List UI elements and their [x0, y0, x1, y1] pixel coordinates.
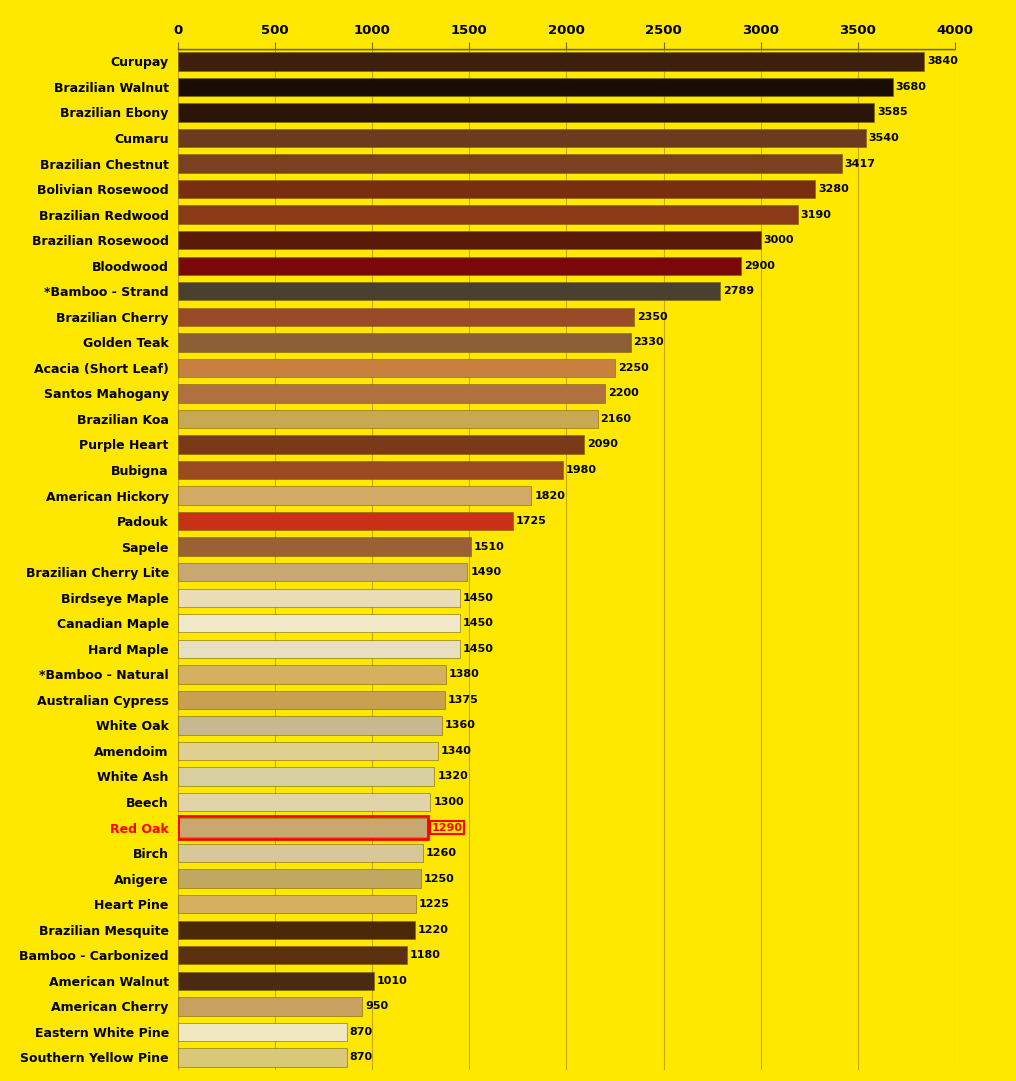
Bar — [178, 640, 459, 658]
Text: 3190: 3190 — [801, 210, 831, 219]
Text: 1320: 1320 — [437, 772, 468, 782]
Text: 1450: 1450 — [462, 592, 494, 603]
Bar — [178, 155, 842, 173]
Text: 3585: 3585 — [878, 107, 908, 118]
Text: 1510: 1510 — [474, 542, 505, 551]
Bar — [178, 256, 742, 275]
Text: 2090: 2090 — [587, 440, 618, 450]
Bar — [178, 308, 634, 326]
Text: 1450: 1450 — [462, 644, 494, 654]
Bar — [178, 665, 446, 683]
Bar — [178, 231, 761, 250]
Text: 1260: 1260 — [426, 849, 456, 858]
Text: 950: 950 — [366, 1001, 388, 1012]
Bar — [178, 410, 597, 428]
Bar — [178, 614, 459, 632]
Text: 1300: 1300 — [433, 797, 464, 808]
Text: 3540: 3540 — [869, 133, 899, 143]
Bar — [178, 282, 719, 301]
Text: 1220: 1220 — [418, 924, 449, 935]
Bar — [178, 205, 798, 224]
Text: 870: 870 — [350, 1053, 373, 1063]
Text: 870: 870 — [350, 1027, 373, 1037]
Text: 1725: 1725 — [516, 516, 547, 526]
Text: 2250: 2250 — [618, 363, 648, 373]
Bar — [178, 921, 415, 939]
Bar — [178, 78, 893, 96]
Bar — [178, 537, 471, 556]
Text: 1450: 1450 — [462, 618, 494, 628]
Text: 1010: 1010 — [377, 976, 407, 986]
Bar — [178, 1023, 346, 1041]
Bar — [178, 717, 442, 735]
Text: 1820: 1820 — [534, 491, 565, 501]
Text: 3417: 3417 — [844, 159, 876, 169]
Bar — [178, 768, 434, 786]
Bar — [178, 997, 363, 1015]
Text: 1225: 1225 — [419, 899, 450, 909]
Text: 3680: 3680 — [896, 82, 927, 92]
Text: 2789: 2789 — [722, 286, 754, 296]
Text: 1980: 1980 — [566, 465, 596, 475]
Text: 3280: 3280 — [818, 184, 848, 195]
Bar — [178, 461, 563, 479]
Bar — [178, 818, 429, 837]
Text: 1290: 1290 — [432, 823, 462, 832]
Bar — [178, 1049, 346, 1067]
Bar — [178, 436, 584, 454]
Bar — [178, 844, 423, 863]
Text: 2160: 2160 — [600, 414, 631, 424]
Text: 2350: 2350 — [637, 311, 668, 322]
Bar — [178, 179, 815, 198]
Bar — [178, 895, 416, 913]
Text: 1375: 1375 — [448, 695, 479, 705]
Bar — [178, 359, 615, 377]
Bar — [178, 129, 866, 147]
Bar — [178, 946, 407, 964]
Text: 1380: 1380 — [449, 669, 480, 679]
Bar — [178, 869, 421, 888]
Bar — [178, 52, 924, 70]
Bar — [178, 563, 467, 582]
Text: 1490: 1490 — [470, 568, 501, 577]
Bar — [178, 816, 429, 839]
Bar — [178, 588, 459, 606]
Text: 1250: 1250 — [424, 873, 454, 883]
Bar — [178, 104, 875, 122]
Bar — [178, 486, 531, 505]
Text: 1360: 1360 — [445, 720, 475, 731]
Text: 2900: 2900 — [744, 261, 775, 270]
Text: 2330: 2330 — [633, 337, 664, 347]
Bar — [178, 792, 431, 811]
Bar — [178, 384, 606, 402]
Bar — [178, 512, 513, 531]
Text: 3000: 3000 — [764, 236, 795, 245]
Text: 1340: 1340 — [441, 746, 472, 756]
Bar — [178, 972, 374, 990]
Text: 3840: 3840 — [927, 56, 958, 66]
Bar — [178, 742, 438, 760]
Text: 2200: 2200 — [609, 388, 639, 399]
Text: 1180: 1180 — [410, 950, 441, 960]
Bar — [178, 333, 631, 351]
Bar — [178, 691, 445, 709]
